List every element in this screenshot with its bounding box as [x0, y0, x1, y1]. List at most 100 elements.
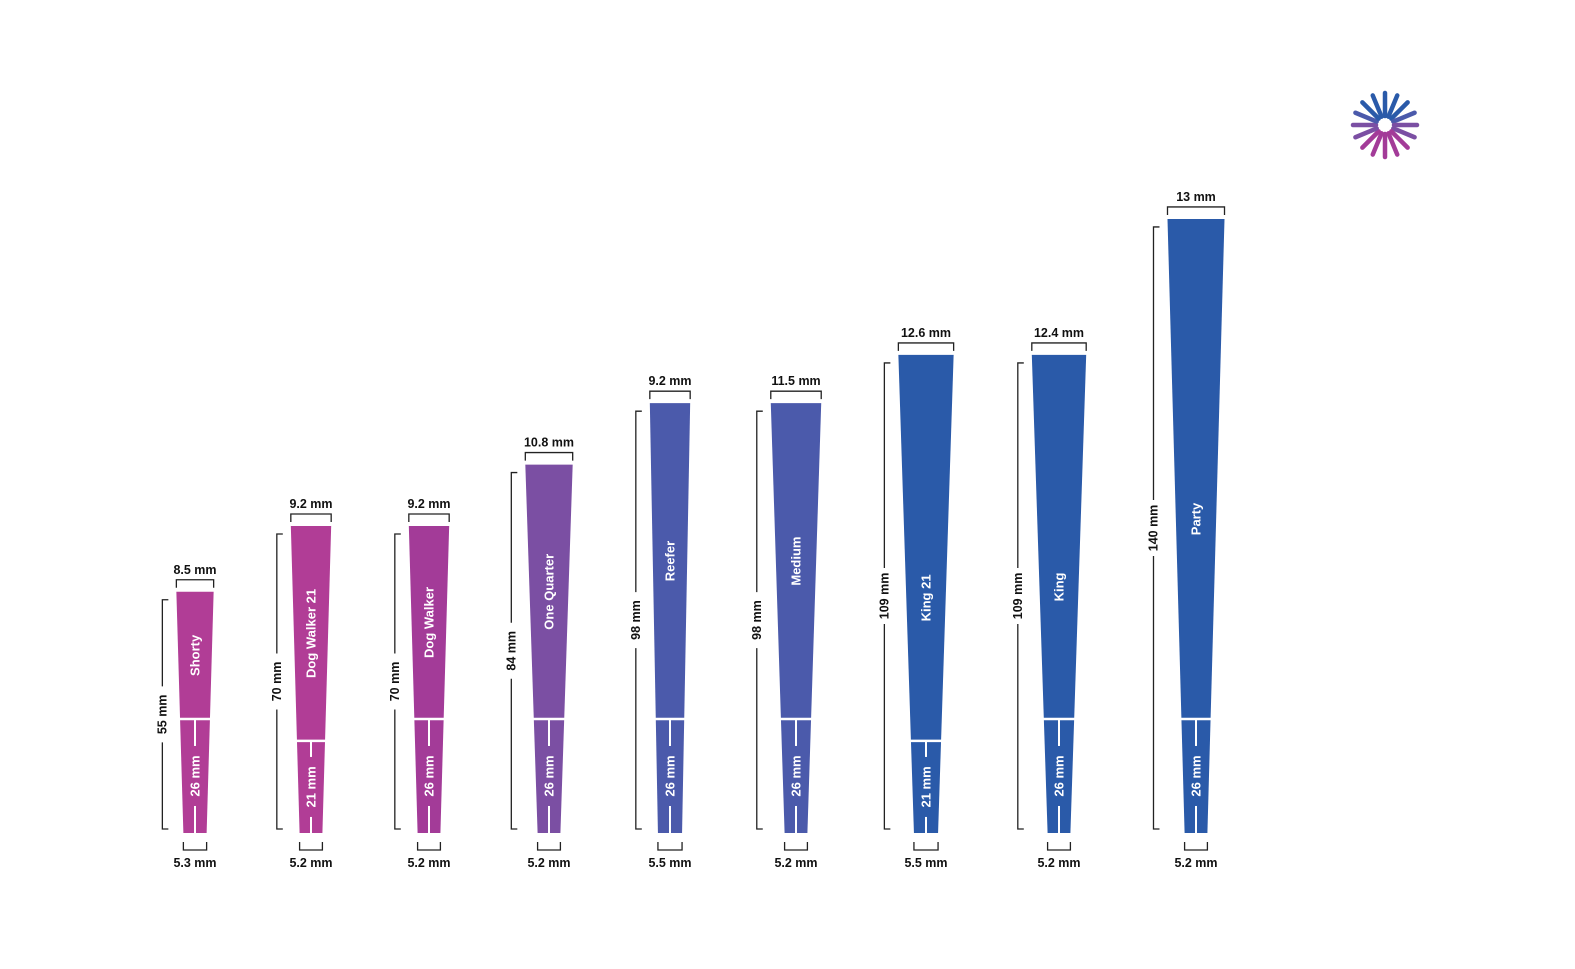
- logo-spoke: [1391, 110, 1417, 124]
- filter-length-label: 26 mm: [663, 755, 678, 796]
- length-dimension-line: [161, 742, 169, 830]
- top-width-bracket: [1166, 206, 1226, 215]
- cone-body: [1167, 218, 1225, 833]
- filter-length-label: 26 mm: [422, 755, 437, 796]
- logo-spoke: [1370, 131, 1384, 157]
- cone-party: 26 mm Party 13 mm 5.2 mm 140 mm: [1146, 190, 1226, 870]
- tip-width-label: 5.2 mm: [774, 856, 817, 870]
- top-width-label: 9.2 mm: [648, 374, 691, 388]
- length-dimension-line: [394, 709, 401, 830]
- starburst-logo-icon: [1350, 90, 1420, 160]
- top-width-bracket: [770, 390, 822, 400]
- length-label: 98 mm: [629, 600, 643, 640]
- cone-name-label: Dog Walker: [422, 587, 437, 658]
- tip-width-bracket: [657, 842, 683, 851]
- top-width-bracket: [1031, 342, 1087, 351]
- length-dimension-line: [883, 623, 891, 830]
- cone-body: [176, 591, 214, 833]
- length-dimension-line: [510, 471, 518, 623]
- top-width-bracket: [408, 513, 450, 522]
- length-dimension-line: [635, 410, 642, 593]
- logo-spoke: [1386, 93, 1400, 119]
- cone-name-label: King 21: [919, 574, 934, 621]
- length-dimension-line: [394, 533, 401, 654]
- top-width-bracket: [290, 513, 332, 522]
- cone-name-label: Medium: [789, 537, 804, 586]
- top-width-label: 10.8 mm: [524, 436, 574, 450]
- length-dimension-line: [276, 709, 283, 830]
- length-label: 109 mm: [877, 573, 891, 620]
- tip-width-label: 5.2 mm: [1174, 856, 1217, 870]
- length-label: 70 mm: [388, 662, 402, 702]
- tip-width-bracket: [913, 842, 939, 851]
- top-width-label: 8.5 mm: [173, 563, 216, 577]
- cone-shorty: 26 mm Shorty 8.5 mm 5.3 mm 55 mm: [155, 563, 216, 870]
- cone-body: [525, 464, 573, 833]
- top-width-bracket: [649, 390, 691, 400]
- cone-name-label: Reefer: [663, 541, 678, 581]
- tip-width-label: 5.3 mm: [173, 856, 216, 870]
- tip-width-label: 5.2 mm: [527, 856, 570, 870]
- top-width-label: 11.5 mm: [771, 374, 820, 388]
- cone-king-21: 21 mm King 21 12.6 mm 5.5 mm 109 mm: [877, 326, 955, 870]
- logo-spoke: [1353, 110, 1379, 124]
- tip-width-bracket: [1046, 842, 1072, 851]
- length-label: 70 mm: [270, 662, 284, 702]
- cone-body: [770, 403, 822, 833]
- length-dimension-line: [1017, 362, 1024, 568]
- top-width-label: 12.6 mm: [901, 326, 951, 340]
- length-dimension-line: [1152, 226, 1160, 500]
- length-dimension-line: [756, 410, 763, 593]
- logo-spoke: [1391, 126, 1417, 140]
- cone-dog-walker-21: 21 mm Dog Walker 21 9.2 mm 5.2 mm 70 mm: [270, 497, 333, 870]
- length-dimension-line: [635, 648, 642, 830]
- top-width-label: 9.2 mm: [289, 497, 332, 511]
- filter-length-label: 21 mm: [919, 766, 934, 807]
- logo-spoke: [1386, 131, 1400, 157]
- tip-width-bracket: [1183, 842, 1209, 851]
- tip-width-bracket: [182, 842, 208, 851]
- cone-name-label: One Quarter: [542, 554, 557, 630]
- cone-reefer: 26 mm Reefer 9.2 mm 5.5 mm 98 mm: [629, 374, 692, 870]
- cone-medium: 26 mm Medium 11.5 mm 5.2 mm 98 mm: [750, 374, 822, 870]
- cones-group: 26 mm Shorty 8.5 mm 5.3 mm 55 mm 21 mm Dog Wal…: [155, 190, 1226, 870]
- length-label: 98 mm: [750, 600, 764, 640]
- logo-spoke: [1389, 129, 1410, 150]
- length-label: 84 mm: [504, 631, 518, 671]
- filter-length-label: 21 mm: [304, 766, 319, 807]
- cone-name-label: King: [1052, 572, 1067, 601]
- filter-length-label: 26 mm: [188, 755, 203, 796]
- length-dimension-line: [1152, 555, 1160, 830]
- length-dimension-line: [756, 648, 763, 830]
- top-width-label: 9.2 mm: [407, 497, 450, 511]
- cone-name-label: Shorty: [188, 634, 203, 676]
- cone-dog-walker: 26 mm Dog Walker 9.2 mm 5.2 mm 70 mm: [388, 497, 451, 870]
- cone-king: 26 mm King 12.4 mm 5.2 mm 109 mm: [1011, 326, 1087, 870]
- length-label: 109 mm: [1011, 573, 1025, 620]
- logo-spoke: [1389, 100, 1410, 121]
- length-label: 140 mm: [1146, 505, 1160, 552]
- filter-length-label: 26 mm: [1052, 755, 1067, 796]
- top-width-bracket: [897, 342, 955, 351]
- logo-spoke: [1370, 93, 1384, 119]
- length-dimension-line: [161, 599, 169, 687]
- top-width-bracket: [524, 451, 574, 461]
- cone-body: [290, 525, 332, 833]
- cone-name-label: Dog Walker 21: [304, 589, 319, 678]
- cone-body: [649, 403, 691, 833]
- filter-length-label: 26 mm: [542, 755, 557, 796]
- length-dimension-line: [510, 678, 518, 830]
- top-width-label: 13 mm: [1176, 190, 1216, 204]
- cone-name-label: Party: [1189, 502, 1204, 535]
- cone-body: [408, 525, 450, 833]
- tip-width-label: 5.5 mm: [904, 856, 947, 870]
- length-dimension-line: [276, 533, 283, 654]
- logo-spoke: [1360, 100, 1381, 121]
- tip-width-label: 5.2 mm: [407, 856, 450, 870]
- tip-width-label: 5.5 mm: [648, 856, 691, 870]
- cone-one-quarter: 26 mm One Quarter 10.8 mm 5.2 mm 84 mm: [504, 436, 574, 870]
- tip-width-bracket: [783, 842, 809, 851]
- length-dimension-line: [883, 362, 891, 568]
- filter-length-label: 26 mm: [1189, 755, 1204, 796]
